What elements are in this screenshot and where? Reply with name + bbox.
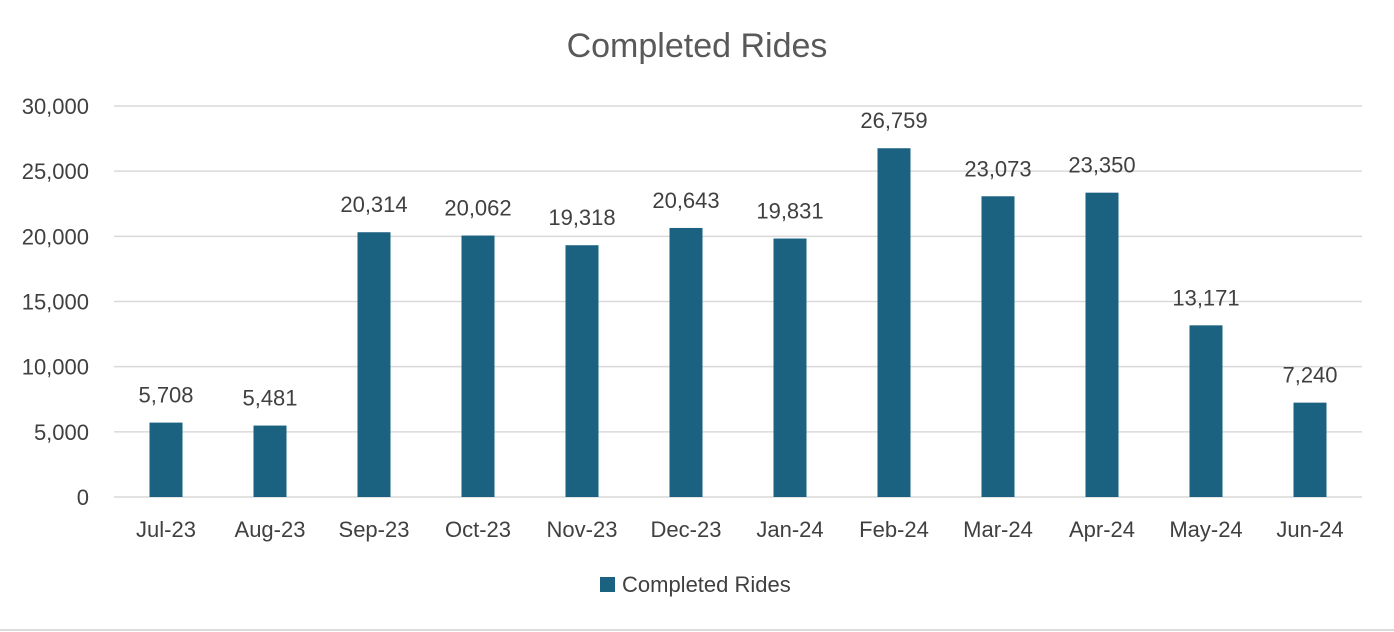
data-label: 20,062 [444,196,511,221]
y-tick-label: 15,000 [22,290,89,315]
x-tick-label: Oct-23 [445,517,511,542]
x-tick-label: Aug-23 [235,517,306,542]
bar [565,245,599,497]
x-tick-label: Apr-24 [1069,517,1135,542]
data-label: 13,171 [1172,285,1239,310]
data-label: 7,240 [1282,363,1337,388]
y-axis-tick-labels: 0 5,000 10,000 15,000 20,000 25,000 30,000 [22,94,89,510]
bar [149,422,183,497]
bar [669,227,703,498]
bar [1085,192,1119,497]
data-label: 5,481 [242,386,297,411]
legend: Completed Rides [600,572,791,597]
y-tick-label: 10,000 [22,355,89,380]
bar [877,148,911,497]
x-tick-label: Dec-23 [651,517,722,542]
data-label: 20,314 [340,192,407,217]
x-tick-label: May-24 [1169,517,1242,542]
bar [1189,325,1223,497]
bar [981,196,1015,497]
bars [149,148,1327,498]
data-label: 5,708 [138,383,193,408]
legend-swatch [600,577,615,592]
x-tick-label: Mar-24 [963,517,1033,542]
data-label: 19,318 [548,205,615,230]
x-tick-label: Jul-23 [136,517,196,542]
data-label: 20,643 [652,188,719,213]
data-label: 23,073 [964,156,1031,181]
gridlines [114,105,1362,498]
x-tick-label: Sep-23 [339,517,410,542]
bar [461,235,495,497]
x-tick-label: Jun-24 [1276,517,1343,542]
x-axis-tick-labels: Jul-23 Aug-23 Sep-23 Oct-23 Nov-23 Dec-23 Jan-… [136,517,1344,542]
y-tick-label: 20,000 [22,224,89,249]
y-tick-label: 25,000 [22,159,89,184]
x-tick-label: Feb-24 [859,517,929,542]
x-tick-label: Nov-23 [547,517,618,542]
y-tick-label: 30,000 [22,94,89,119]
bar [357,232,391,498]
y-tick-label: 5,000 [34,420,89,445]
data-label: 19,831 [756,199,823,224]
data-label: 26,759 [860,108,927,133]
bar [1293,402,1327,497]
data-labels: 5,708 5,481 20,314 20,062 19,318 20,643 19,831… [138,108,1337,410]
x-tick-label: Jan-24 [756,517,823,542]
bar [773,238,807,498]
legend-label: Completed Rides [622,572,791,597]
data-label: 23,350 [1068,153,1135,178]
bar [253,425,287,497]
y-tick-label: 0 [77,485,89,510]
chart-title: Completed Rides [567,27,828,65]
